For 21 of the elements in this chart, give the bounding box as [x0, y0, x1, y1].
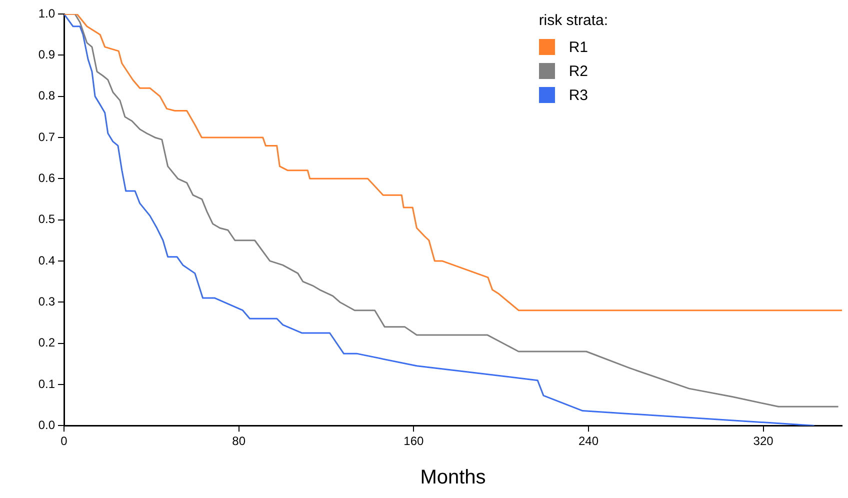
legend-label: R3 [568, 86, 588, 104]
y-tick-label: 0.1 [38, 376, 56, 391]
y-tick-label: 0.9 [38, 47, 56, 62]
x-tick-label: 160 [404, 434, 424, 448]
y-tick-label: 0.8 [38, 88, 56, 103]
legend-title: risk strata: [538, 12, 608, 29]
y-tick-label: 0.0 [38, 418, 56, 432]
x-axis-title: Months [420, 466, 486, 489]
y-tick-label: 0.6 [38, 170, 56, 185]
legend-label: R2 [568, 62, 588, 80]
x-tick-label: 0 [60, 434, 68, 448]
x-tick-label: 240 [578, 434, 599, 448]
y-tick-label: 0.2 [38, 336, 56, 350]
y-tick-label: 0.4 [38, 253, 56, 268]
legend-label: R1 [568, 38, 588, 56]
x-tick-label: 80 [232, 434, 246, 448]
x-tick-label: 320 [753, 434, 774, 448]
y-tick-label: 1.0 [38, 6, 56, 20]
y-tick-label: 0.7 [38, 130, 56, 144]
y-tick-label: 0.3 [38, 294, 56, 308]
y-tick-label: 0.5 [38, 212, 56, 226]
